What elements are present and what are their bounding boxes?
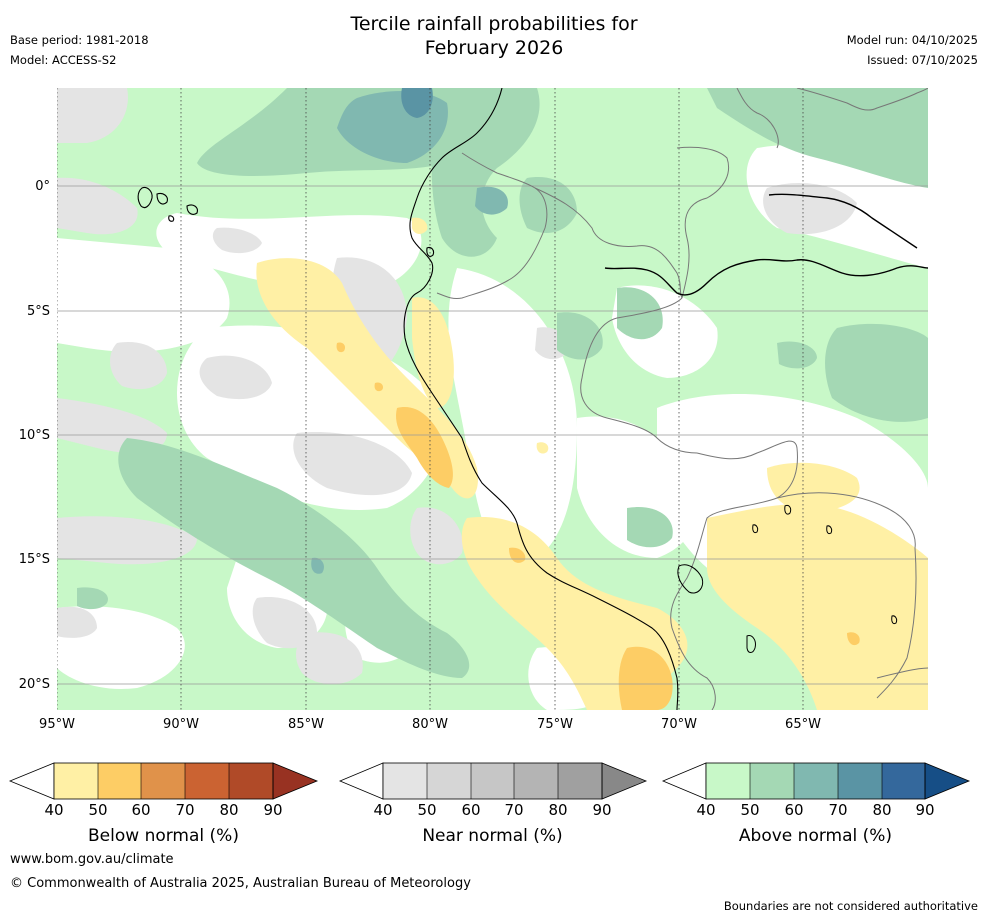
lon-label-95w: 95°W — [39, 717, 75, 732]
near-swatch-50 — [427, 763, 471, 799]
near-tick-80: 80 — [548, 801, 568, 819]
legend-near-normal — [338, 762, 648, 800]
near-tick-60: 60 — [461, 801, 481, 819]
below-tick-50: 50 — [88, 801, 108, 819]
lat-label-20s: 20°S — [18, 677, 50, 692]
issued-date: Issued: 07/10/2025 — [867, 53, 978, 67]
amazon-river — [604, 193, 928, 296]
chart-title: Tercile rainfall probabilities for Febru… — [0, 12, 988, 60]
legend-caption-near: Near normal (%) — [422, 826, 563, 846]
near-tick-70: 70 — [504, 801, 524, 819]
lon-label-85w: 85°W — [288, 717, 324, 732]
above-tick-60: 60 — [784, 801, 804, 819]
lat-label-5s: 5°S — [26, 304, 50, 319]
map-canvas — [57, 88, 928, 710]
lakes — [677, 505, 898, 653]
lon-label-75w: 75°W — [537, 717, 573, 732]
copyright-notice: © Commonwealth of Australia 2025, Austra… — [10, 876, 471, 891]
legend-below-normal — [8, 762, 319, 800]
meta-right: Model run: 04/10/2025 Issued: 07/10/2025 — [847, 30, 978, 70]
model-name: Model: ACCESS-S2 — [10, 53, 117, 67]
below-tick-90: 90 — [263, 801, 283, 819]
below-swatch-40 — [54, 763, 98, 799]
lon-label-65w: 65°W — [785, 717, 821, 732]
below-50-regions — [336, 342, 860, 710]
below-tick-70: 70 — [175, 801, 195, 819]
lon-label-90w: 90°W — [163, 717, 199, 732]
lon-label-80w: 80°W — [412, 717, 448, 732]
near-swatch-80 — [558, 763, 602, 799]
lat-label-15s: 15°S — [18, 552, 50, 567]
probability-map — [57, 88, 928, 710]
lat-label-10s: 10°S — [18, 428, 50, 443]
title-line-2: February 2026 — [424, 37, 564, 59]
below-swatch-50 — [98, 763, 141, 799]
title-line-1: Tercile rainfall probabilities for — [350, 13, 638, 35]
above-tick-80: 80 — [872, 801, 892, 819]
below-swatch-70 — [185, 763, 229, 799]
above-tick-50: 50 — [740, 801, 760, 819]
legend-caption-above: Above normal (%) — [738, 826, 893, 846]
meta-left: Base period: 1981-2018 Model: ACCESS-S2 — [10, 30, 149, 70]
near-swatch-60 — [471, 763, 514, 799]
near-tick-90: 90 — [592, 801, 612, 819]
legend-caption-below: Below normal (%) — [88, 826, 239, 846]
website-link[interactable]: www.bom.gov.au/climate — [10, 852, 174, 867]
base-period: Base period: 1981-2018 — [10, 33, 149, 47]
legend-colorbars — [8, 762, 971, 800]
below-swatch-80 — [229, 763, 273, 799]
above-swatch-40 — [706, 763, 750, 799]
coastline — [137, 88, 679, 710]
country-borders — [436, 88, 928, 710]
above-swatch-50 — [750, 763, 794, 799]
near-swatch-40 — [383, 763, 427, 799]
lat-label-0: 0° — [35, 179, 50, 194]
model-run: Model run: 04/10/2025 — [846, 33, 978, 47]
above-swatch-60 — [794, 763, 838, 799]
lon-label-70w: 70°W — [661, 717, 697, 732]
above-tick-40: 40 — [696, 801, 716, 819]
near-swatch-70 — [514, 763, 558, 799]
below-tick-60: 60 — [131, 801, 151, 819]
below-tick-80: 80 — [219, 801, 239, 819]
above-tick-70: 70 — [828, 801, 848, 819]
near-tick-50: 50 — [417, 801, 437, 819]
below-tick-40: 40 — [44, 801, 64, 819]
near-tick-40: 40 — [373, 801, 393, 819]
boundary-disclaimer: Boundaries are not considered authoritat… — [723, 899, 978, 913]
latitude-grid — [57, 185, 928, 685]
above-swatch-80 — [882, 763, 925, 799]
above-70-regions — [401, 88, 433, 118]
above-swatch-70 — [838, 763, 882, 799]
above-tick-90: 90 — [915, 801, 935, 819]
below-swatch-60 — [141, 763, 185, 799]
legend-above-normal — [661, 762, 971, 800]
